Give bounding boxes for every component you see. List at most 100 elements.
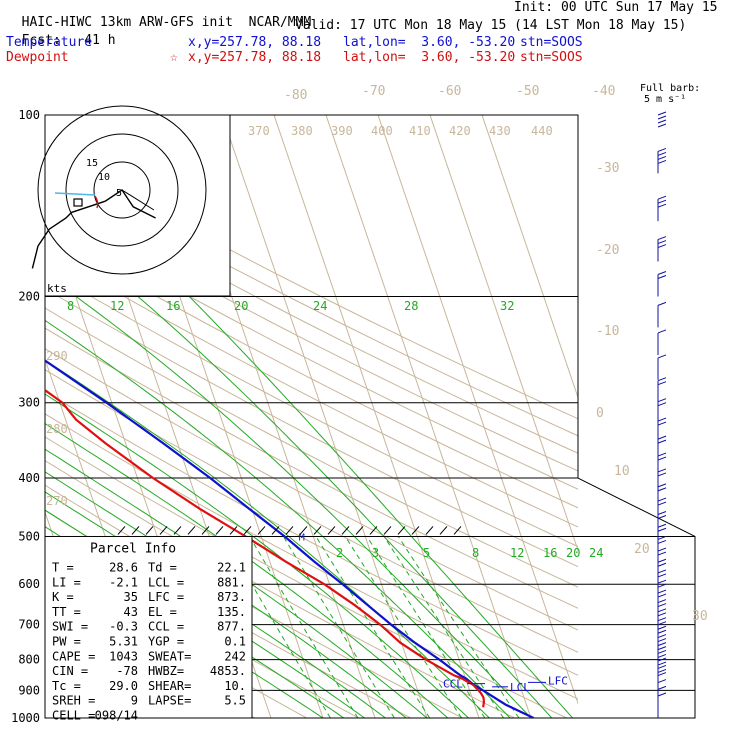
parcel-field-label: CELL = [52,708,95,722]
wind-barb-flag [657,155,667,160]
wind-barb-flag [657,664,667,669]
parcel-field-value: 1043 [109,649,138,663]
wind-barb-flag [657,159,667,164]
hodograph-ring [65,133,179,247]
hodograph-ring-label: 5 [116,188,122,199]
barb-legend-line2: 5 m s⁻¹ [644,94,687,105]
parcel-field-label: HWBZ= [148,664,184,678]
parcel-field-value: 35 [124,590,138,604]
dry-adiabat-line [45,269,578,548]
parcel-field-value: -0.3 [109,620,138,634]
wind-barb-flag [657,439,667,444]
isotherm-line [429,115,578,552]
parcel-field-label: LAPSE= [148,694,191,708]
temperature-legend-label: Temperature [6,35,93,50]
mixing-ratio-tick-label: 20 [566,546,580,560]
pressure-tick-label: 200 [18,290,40,304]
mixing-ratio-line [344,536,462,718]
wind-barb-flag [657,692,667,697]
parcel-field-value: 881. [217,575,246,589]
hatch-mark [187,526,196,535]
wind-barb-flag [657,456,667,461]
hatch-mark [355,526,364,535]
wind-barb-flag [657,579,667,584]
dewpoint-station: stn=SOOS [520,50,583,65]
mixing-ratio-tick-label: 2 [336,546,343,560]
wind-barb-flag [657,638,667,643]
valid-time: Valid: 17 UTC Mon 18 May 15 (14 LST Mon … [295,18,687,33]
wind-barb-flag [657,558,667,563]
isotherm-line [481,115,578,399]
mixing-ratio-tick-label: 24 [589,546,603,560]
wind-barb-flag [657,527,667,532]
wind-barb-flag [657,625,667,630]
wind-barb-flag [657,147,667,152]
hatch-mark [327,526,336,535]
wind-barb-flag [657,435,667,440]
wind-barb-flag [657,151,667,156]
parcel-field-label: LFC = [148,590,184,604]
parcel-field-value: 873. [217,590,246,604]
isotherm-tick-label: 10 [614,464,630,479]
model-org: NCAR/MMM [248,15,312,30]
wind-barb-flag [657,354,667,359]
isotherm-line [325,115,532,718]
pressure-tick-label: 100 [18,108,40,122]
hatch-mark [271,526,280,535]
wind-barb-flag [657,593,667,598]
hatch-mark [159,526,168,535]
wind-barb-flag [657,653,667,658]
wind-barb-flag [657,421,667,426]
dry-adiabat-line [45,197,578,472]
pressure-tick-label: 400 [18,471,40,485]
wind-barb-flag [657,271,667,275]
parcel-field-label: SREH = [52,694,95,708]
wind-barb-flag [657,377,667,382]
dry-adiabat-line [45,180,578,454]
parcel-field-label: LI = [52,575,81,589]
wind-barb-flag [657,301,667,306]
theta-tick-label: 420 [449,124,471,138]
parcel-field-label: LCL = [148,575,184,589]
mixing-ratio-line [397,536,520,718]
hatch-mark [131,526,140,535]
parcel-field-label: T = [52,560,74,574]
pressure-tick-label: 500 [18,529,40,543]
parcel-field-label: YGP = [148,634,184,648]
isotherm-tick-label: -50 [516,84,539,99]
parcel-field-label: K = [52,590,74,604]
parcel-field-value: 877. [217,620,246,634]
wind-barb-flag [657,608,667,613]
parcel-field-value: 098/14 [95,708,138,722]
hatch-mark [243,526,252,535]
isotherm-tick-label: -60 [438,84,461,99]
wind-barb-flag [657,511,667,515]
dry-adiabat-line [45,232,578,509]
theta-tick-label: 390 [331,124,353,138]
wind-barb-flag [657,487,667,492]
dry-adiabat-line [45,369,578,653]
hodograph-lower-trace [94,195,99,209]
wind-barb-flag [657,617,667,622]
forecast-hours: 41 h [84,33,116,48]
parcel-field-value: 9 [131,694,138,708]
wind-barb-flag [657,535,667,540]
theta-tick-label: 380 [291,124,313,138]
isotherm-tick-label: 0 [596,406,604,421]
mixing-ratio-tick-label: 28 [404,299,418,313]
mixing-ratio-tick-label: 5 [423,546,430,560]
mixing-ratio-tick-label: 12 [110,299,124,313]
hodograph-ring [93,161,151,219]
temperature-latlon: lat,lon= 3.60, -53.20 [343,35,516,50]
dry-adiabat-line [45,163,578,437]
wind-barb-flag [657,539,667,544]
dry-adiabat-line [45,348,578,631]
storm-motion-line [121,189,155,211]
wind-barb-flag [657,236,667,241]
wind-barb-flag [657,603,667,608]
parcel-field-label: CCL = [148,620,184,634]
wind-barb-flag [657,599,667,604]
isotherm-tick-label: -30 [596,161,619,176]
hatch-mark [439,526,448,535]
wind-barb-flag [657,661,667,666]
